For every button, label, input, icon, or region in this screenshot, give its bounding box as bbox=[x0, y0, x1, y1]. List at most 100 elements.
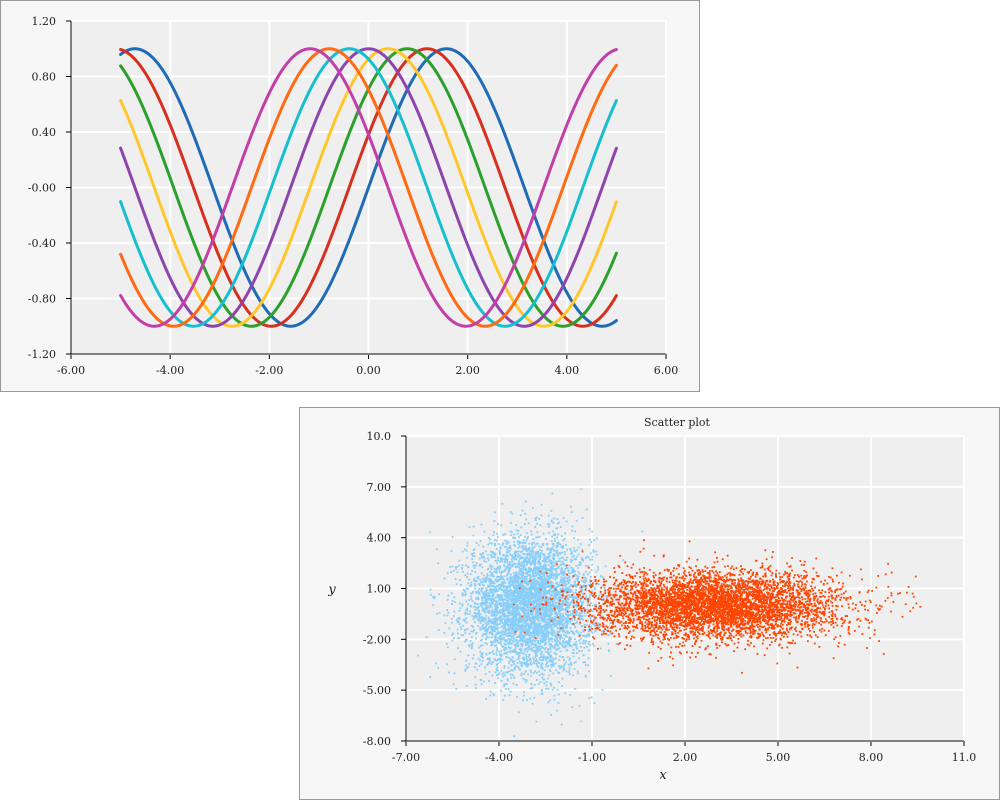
scatter-point bbox=[473, 629, 475, 631]
y-tick-label: -8.00 bbox=[363, 735, 391, 748]
scatter-point bbox=[530, 633, 532, 635]
scatter-point bbox=[543, 657, 545, 659]
scatter-point bbox=[498, 658, 500, 660]
scatter-point bbox=[494, 591, 496, 593]
scatter-point bbox=[511, 513, 513, 515]
scatter-point bbox=[512, 656, 514, 658]
scatter-point bbox=[485, 623, 487, 625]
scatter-point bbox=[537, 661, 539, 663]
scatter-point bbox=[537, 646, 539, 648]
scatter-point bbox=[452, 600, 454, 602]
scatter-point bbox=[545, 606, 547, 608]
scatter-point bbox=[485, 626, 487, 628]
scatter-point bbox=[539, 536, 541, 538]
scatter-point bbox=[552, 531, 554, 533]
scatter-point bbox=[454, 611, 456, 613]
scatter-point bbox=[488, 537, 490, 539]
scatter-point bbox=[500, 690, 502, 692]
scatter-point bbox=[487, 558, 489, 560]
scatter-point bbox=[471, 636, 473, 638]
scatter-point bbox=[591, 556, 593, 558]
scatter-point bbox=[510, 511, 512, 513]
scatter-point bbox=[530, 688, 532, 690]
scatter-point bbox=[530, 564, 532, 566]
scatter-point bbox=[572, 526, 574, 528]
scatter-point bbox=[527, 588, 529, 590]
scatter-point bbox=[525, 603, 527, 605]
scatter-point bbox=[523, 612, 525, 614]
scatter-point bbox=[547, 600, 549, 602]
scatter-point bbox=[519, 545, 521, 547]
scatter-point bbox=[485, 561, 487, 563]
scatter-point bbox=[437, 667, 439, 669]
scatter-point bbox=[582, 602, 584, 604]
scatter-point bbox=[560, 651, 562, 653]
scatter-point bbox=[562, 592, 564, 594]
scatter-point bbox=[544, 629, 546, 631]
scatter-point bbox=[506, 541, 508, 543]
scatter-point bbox=[577, 567, 579, 569]
scatter-point bbox=[563, 618, 565, 620]
scatter-point bbox=[541, 568, 543, 570]
scatter-point bbox=[540, 524, 542, 526]
scatter-point bbox=[559, 558, 561, 560]
scatter-point bbox=[536, 663, 538, 665]
scatter-point bbox=[435, 663, 437, 665]
scatter-point bbox=[572, 568, 574, 570]
scatter-point bbox=[577, 539, 579, 541]
scatter-point bbox=[545, 619, 547, 621]
scatter-point bbox=[510, 599, 512, 601]
scatter-point bbox=[483, 556, 485, 558]
y-tick-label: 7.00 bbox=[367, 481, 392, 494]
scatter-point bbox=[530, 617, 532, 619]
scatter-point bbox=[504, 695, 506, 697]
scatter-point bbox=[506, 549, 508, 551]
scatter-point bbox=[524, 636, 526, 638]
scatter-point bbox=[485, 577, 487, 579]
scatter-point bbox=[465, 660, 467, 662]
x-tick-label: 11.0 bbox=[952, 751, 977, 764]
scatter-point bbox=[485, 615, 487, 617]
scatter-point bbox=[417, 655, 419, 657]
scatter-point bbox=[544, 648, 546, 650]
scatter-point bbox=[532, 703, 534, 705]
scatter-point bbox=[469, 633, 471, 635]
scatter-point bbox=[502, 634, 504, 636]
scatter-point bbox=[523, 553, 525, 555]
scatter-point bbox=[464, 670, 466, 672]
scatter-point bbox=[574, 570, 576, 572]
scatter-point bbox=[537, 666, 539, 668]
scatter-point bbox=[510, 691, 512, 693]
scatter-point bbox=[525, 549, 527, 551]
scatter-point bbox=[556, 614, 558, 616]
scatter-point bbox=[535, 655, 537, 657]
scatter-point bbox=[529, 578, 531, 580]
scatter-point bbox=[507, 678, 509, 680]
scatter-point bbox=[476, 542, 478, 544]
scatter-point bbox=[520, 651, 522, 653]
scatter-point bbox=[528, 610, 530, 612]
scatter-point bbox=[521, 624, 523, 626]
scatter-point bbox=[462, 551, 464, 553]
scatter-point bbox=[567, 656, 569, 658]
scatter-point bbox=[542, 633, 544, 635]
scatter-point bbox=[519, 661, 521, 663]
scatter-point bbox=[522, 563, 524, 565]
scatter-point bbox=[496, 652, 498, 654]
y-tick-label: -1.20 bbox=[28, 348, 56, 361]
scatter-point bbox=[533, 559, 535, 561]
scatter-point bbox=[587, 620, 589, 622]
scatter-point bbox=[571, 551, 573, 553]
scatter-point bbox=[575, 565, 577, 567]
scatter-point bbox=[500, 641, 502, 643]
scatter-point bbox=[583, 661, 585, 663]
scatter-point bbox=[500, 650, 502, 652]
scatter-point bbox=[548, 688, 550, 690]
scatter-point bbox=[545, 666, 547, 668]
scatter-point bbox=[518, 551, 520, 553]
scatter-point bbox=[564, 559, 566, 561]
scatter-point bbox=[481, 524, 483, 526]
scatter-point bbox=[489, 578, 491, 580]
scatter-point bbox=[429, 676, 431, 678]
scatter-point bbox=[528, 633, 530, 635]
